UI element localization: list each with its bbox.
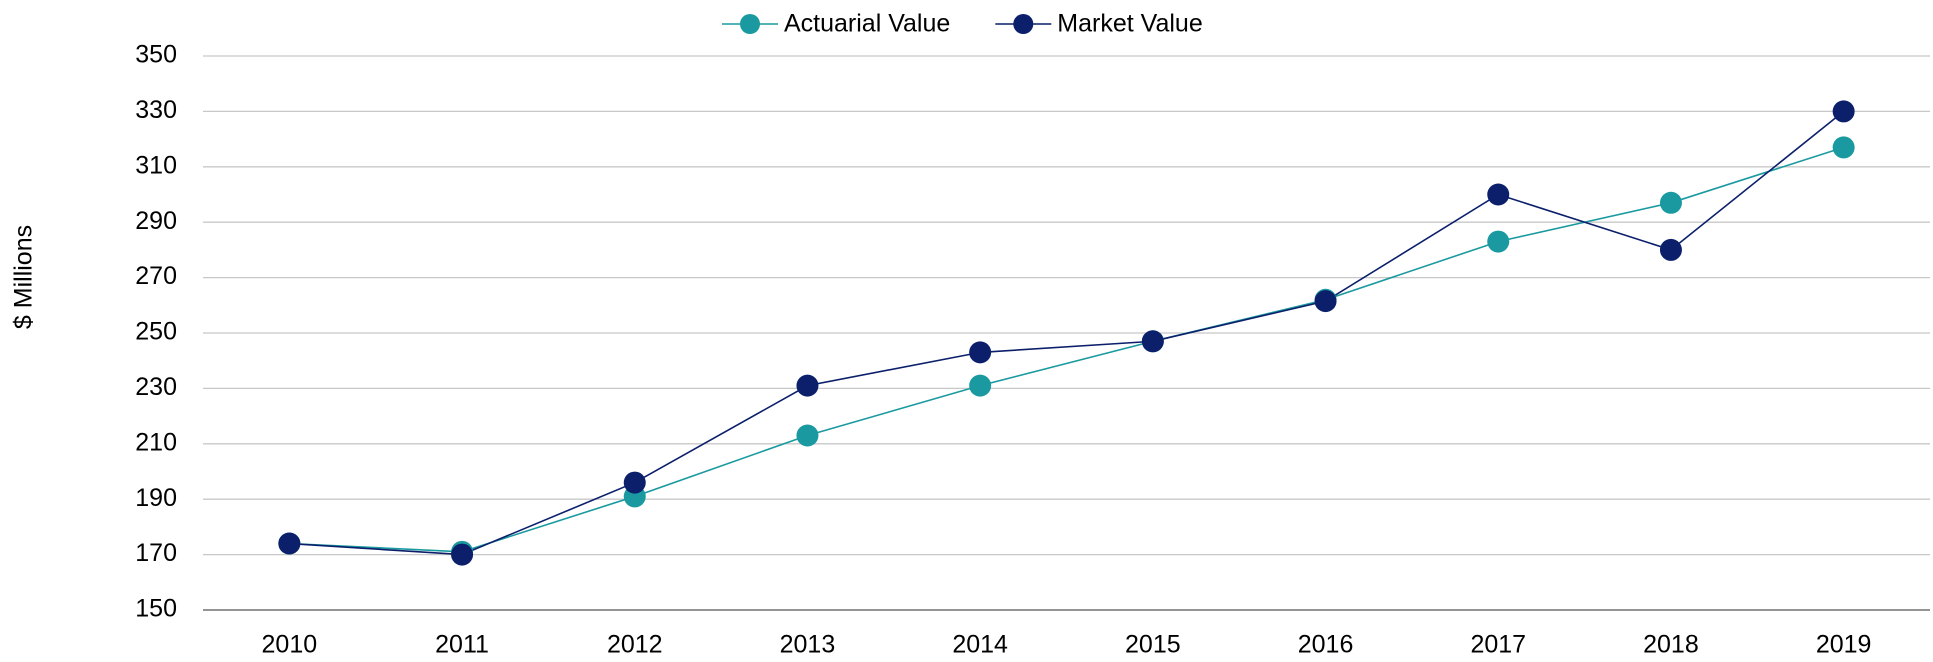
x-tick-label: 2015 xyxy=(1125,631,1181,659)
y-tick-label: 350 xyxy=(135,41,177,69)
y-tick-label: 270 xyxy=(135,262,177,290)
series-line xyxy=(289,110,1845,556)
point xyxy=(1659,191,1682,214)
point xyxy=(969,374,992,397)
x-tick-label: 2017 xyxy=(1470,631,1526,659)
x-tick-label: 2019 xyxy=(1816,631,1872,659)
y-tick-label: 310 xyxy=(135,151,177,179)
x-tick-label: 2018 xyxy=(1643,631,1699,659)
y-tick-label: 250 xyxy=(135,318,177,346)
legend-marker xyxy=(1013,14,1034,34)
y-axis-label: $ Millions xyxy=(10,225,38,329)
y-tick-label: 290 xyxy=(135,207,177,235)
point xyxy=(796,424,819,447)
point xyxy=(278,532,301,555)
legend-label: Market Value xyxy=(1057,10,1202,38)
point xyxy=(796,374,819,397)
y-tick-label: 190 xyxy=(135,484,177,512)
point xyxy=(969,341,992,364)
legend-marker xyxy=(740,14,760,34)
point xyxy=(1487,183,1510,206)
y-tick-label: 230 xyxy=(135,373,177,401)
y-tick-label: 210 xyxy=(135,428,177,456)
point xyxy=(1832,136,1855,159)
point xyxy=(1314,290,1337,313)
series-line xyxy=(289,146,1844,553)
point xyxy=(1141,330,1164,353)
y-tick-label: 330 xyxy=(135,96,177,124)
point xyxy=(1832,100,1855,123)
y-tick-label: 150 xyxy=(135,595,177,623)
x-tick-label: 2012 xyxy=(607,631,663,659)
x-tick-label: 2011 xyxy=(435,631,489,659)
point xyxy=(623,471,646,494)
x-tick-label: 2010 xyxy=(262,631,318,659)
legend-label: Actuarial Value xyxy=(784,10,950,38)
point xyxy=(451,543,474,566)
x-tick-label: 2014 xyxy=(952,631,1008,659)
x-tick-label: 2013 xyxy=(780,631,836,659)
x-tick-label: 2016 xyxy=(1298,631,1354,659)
point xyxy=(1659,238,1682,261)
y-tick-label: 170 xyxy=(135,539,177,567)
point xyxy=(1487,230,1510,253)
